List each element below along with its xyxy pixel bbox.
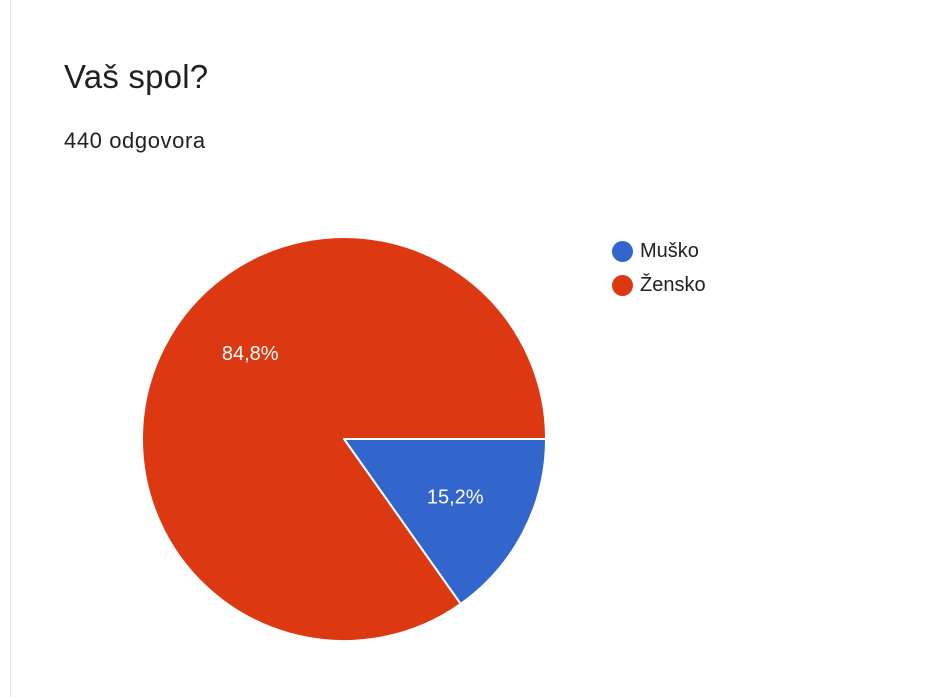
response-count: 440 odgovora	[64, 128, 206, 153]
pie-slices	[141, 236, 547, 642]
legend-label: Muško	[640, 239, 699, 262]
question-title: Vaš spol?	[64, 58, 209, 95]
pie-slice-2[interactable]	[141, 236, 547, 642]
pie-slice-labels: 15,2% 84,8%	[222, 343, 484, 509]
pie-slice-label-2: 84,8%	[222, 343, 279, 365]
pie-slice-label-1: 15,2%	[427, 487, 484, 509]
card-left-border	[10, 0, 11, 697]
legend-label: Žensko	[640, 273, 706, 296]
legend-item-2[interactable]: Žensko	[612, 268, 706, 302]
chart-legend: Muško Žensko	[612, 234, 706, 302]
pie-slice-1[interactable]	[343, 438, 547, 605]
legend-swatch	[612, 240, 633, 262]
legend-swatch	[612, 274, 633, 296]
legend-item-1[interactable]: Muško	[612, 234, 706, 268]
